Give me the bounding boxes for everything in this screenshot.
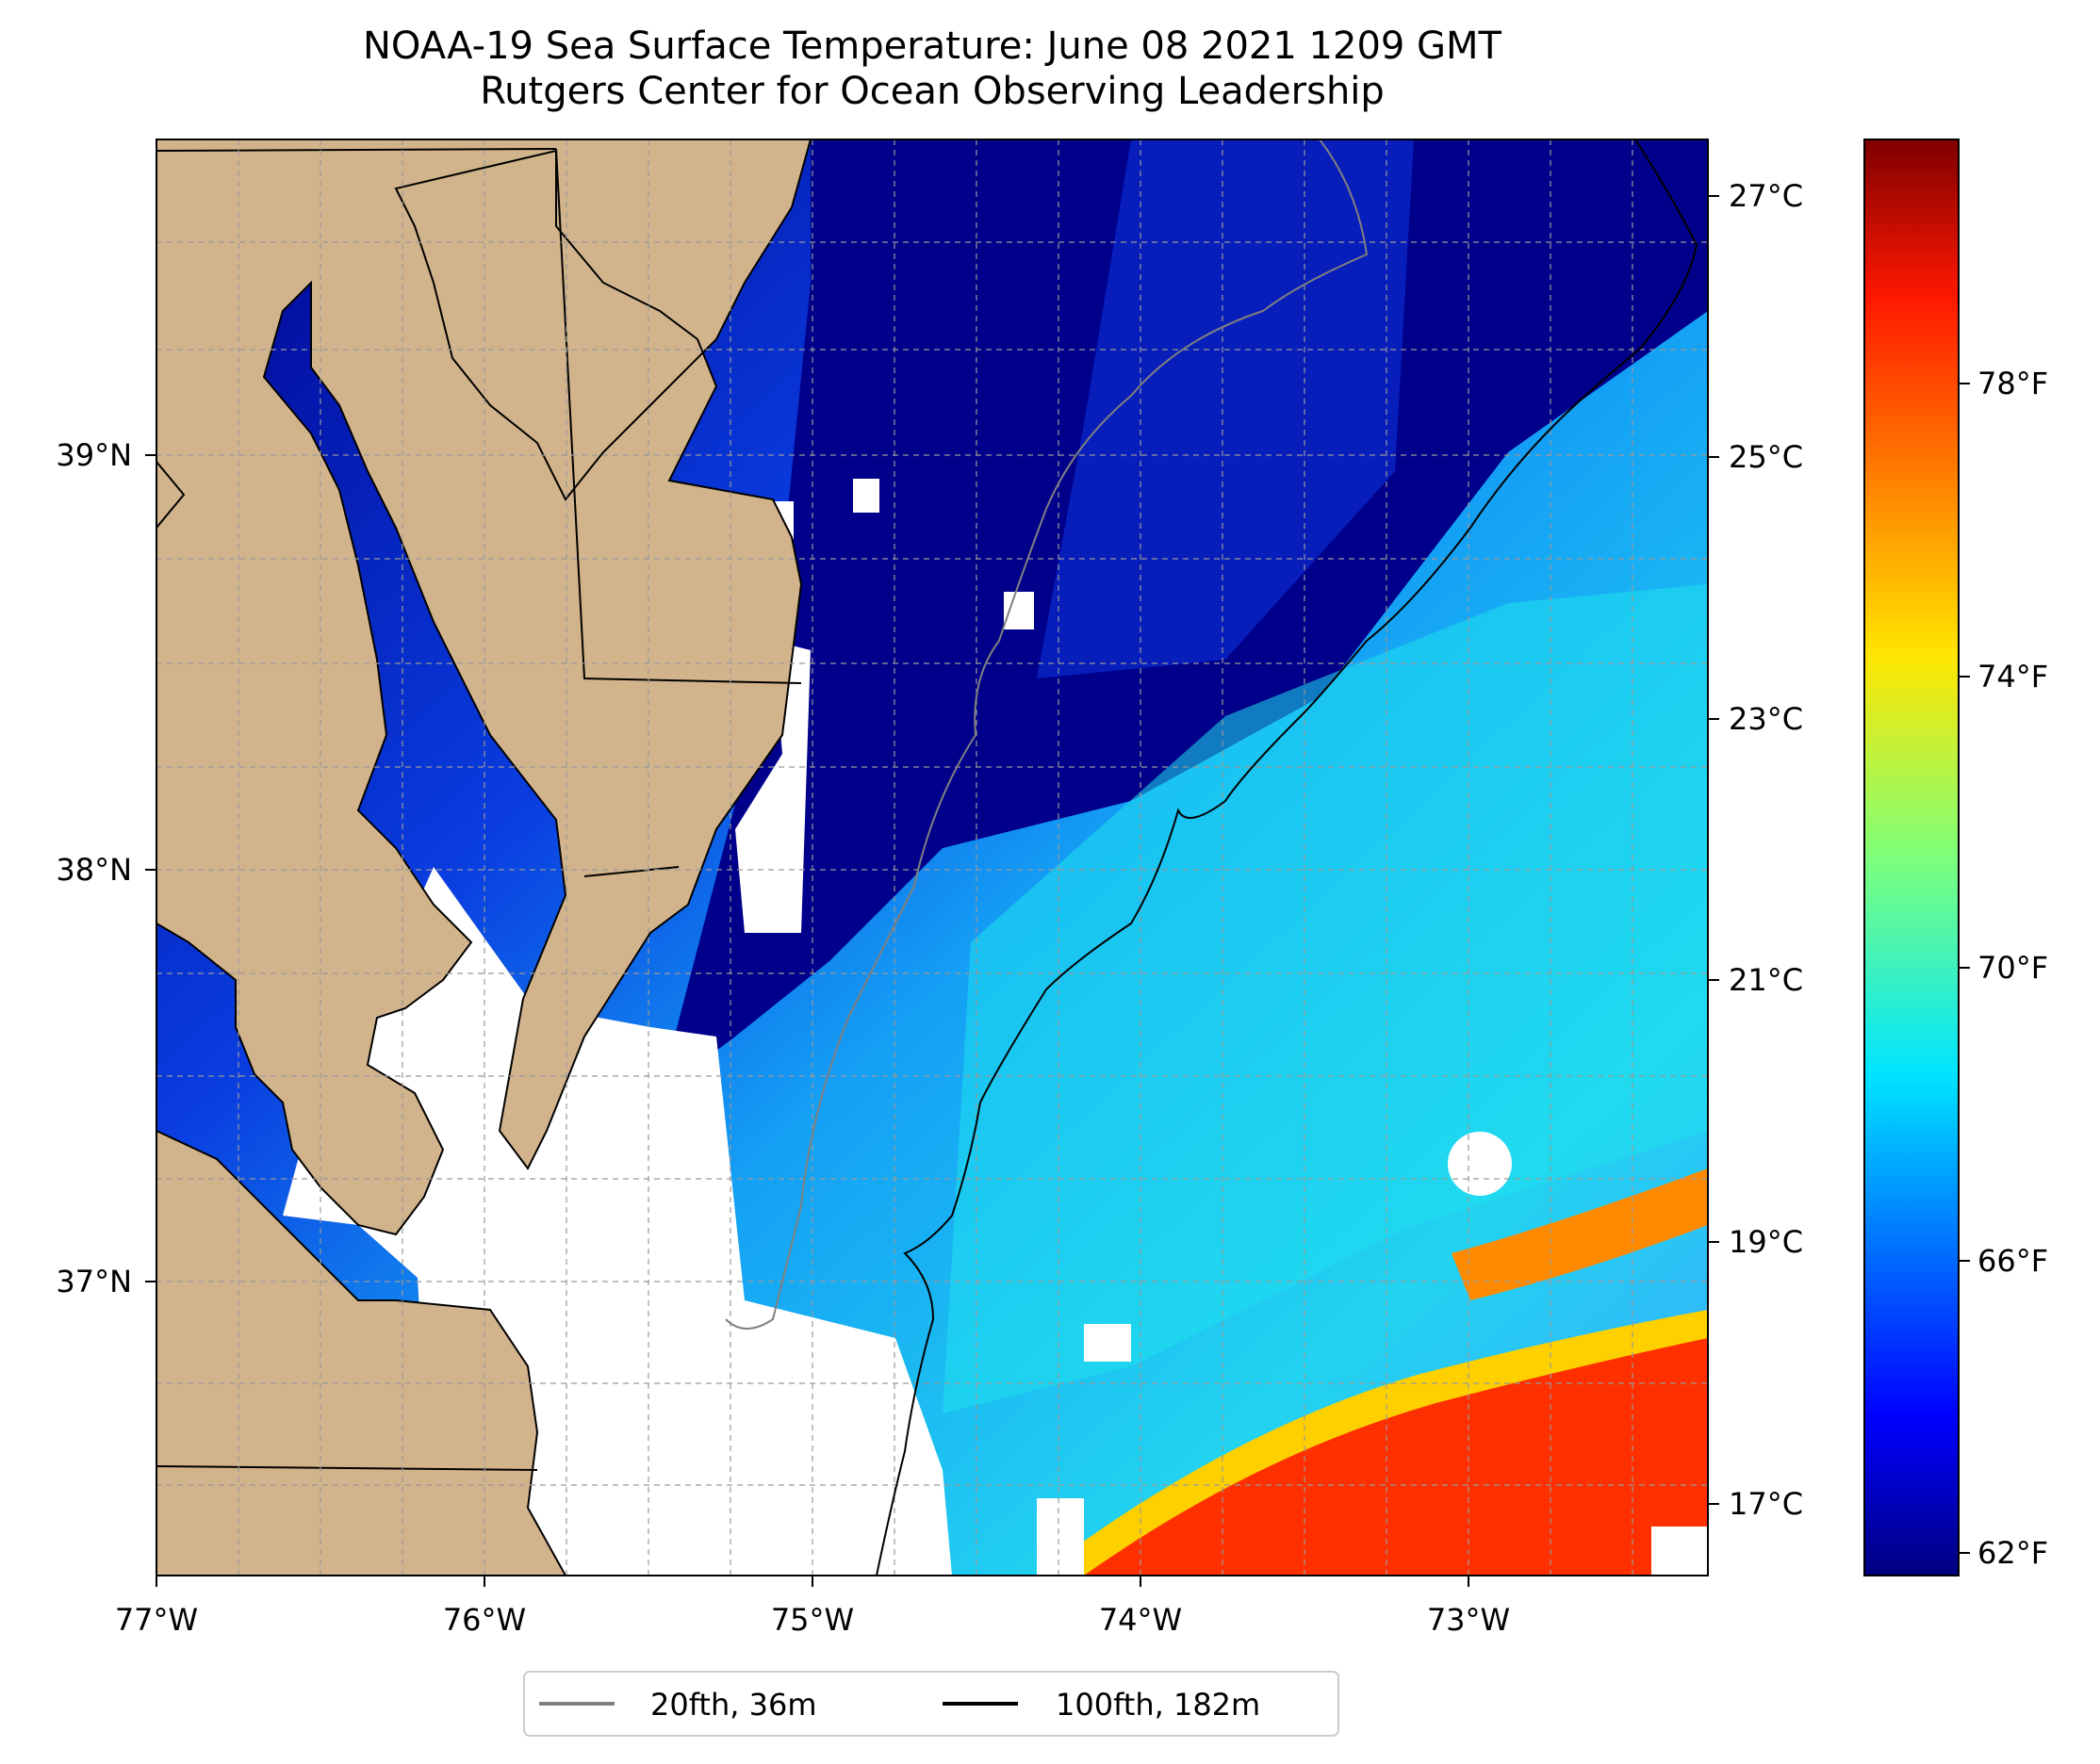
x-tick-label: 73°W bbox=[1427, 1602, 1510, 1638]
contour-100fth bbox=[876, 139, 1698, 1576]
celsius-tick-label: 23°C bbox=[1729, 701, 1803, 737]
colorbar-tick-label: 70°F bbox=[1977, 950, 2048, 986]
land-virginia bbox=[156, 1129, 567, 1576]
x-tick-label: 76°W bbox=[443, 1602, 526, 1638]
celsius-tick-label: 27°C bbox=[1729, 178, 1803, 214]
legend-label: 100fth, 182m bbox=[1056, 1687, 1260, 1723]
gulf-stream-warm-region bbox=[1084, 1338, 1708, 1576]
x-tick-label: 74°W bbox=[1099, 1602, 1182, 1638]
map-frame bbox=[156, 139, 1709, 1576]
y-tick-label: 37°N bbox=[56, 1264, 132, 1299]
y-tick-label: 38°N bbox=[56, 852, 132, 888]
map-area bbox=[156, 139, 1708, 1576]
colorbar-gradient bbox=[1863, 139, 1960, 1576]
x-tick-label: 75°W bbox=[771, 1602, 854, 1638]
celsius-tick-label: 19°C bbox=[1729, 1224, 1803, 1260]
legend-box bbox=[523, 1671, 1339, 1737]
colorbar-tick-label: 78°F bbox=[1977, 366, 2048, 401]
contour-20fth bbox=[725, 139, 1369, 1330]
mid-temperature-region bbox=[943, 584, 1708, 1413]
colorbar-tick-label: 74°F bbox=[1977, 659, 2048, 694]
map-title: NOAA-19 Sea Surface Temperature: June 08… bbox=[363, 24, 1502, 68]
legend: 20fth, 36m 100fth, 182m bbox=[523, 1671, 1339, 1737]
gridlines bbox=[156, 139, 1708, 1576]
x-tick-label: 77°W bbox=[115, 1602, 198, 1638]
colorbar-tick-label: 66°F bbox=[1977, 1243, 2048, 1279]
colorbar: 62°F 66°F 70°F 74°F 78°F bbox=[1863, 139, 2048, 1576]
y-tick-label: 39°N bbox=[56, 437, 132, 473]
y-axis: 39°N 38°N 37°N bbox=[56, 437, 156, 1299]
x-axis: 77°W 76°W 75°W 74°W 73°W bbox=[115, 1576, 1510, 1638]
celsius-tick-label: 21°C bbox=[1729, 962, 1803, 998]
celsius-tick-label: 25°C bbox=[1729, 439, 1803, 475]
colorbar-tick-label: 62°F bbox=[1977, 1535, 2048, 1571]
warm-filament bbox=[1452, 1168, 1708, 1300]
celsius-tick-label: 17°C bbox=[1729, 1486, 1803, 1522]
celsius-axis: 27°C 25°C 23°C 21°C 19°C 17°C bbox=[1708, 178, 1803, 1522]
legend-label: 20fth, 36m bbox=[650, 1687, 816, 1723]
map-subtitle: Rutgers Center for Ocean Observing Leade… bbox=[480, 70, 1385, 113]
